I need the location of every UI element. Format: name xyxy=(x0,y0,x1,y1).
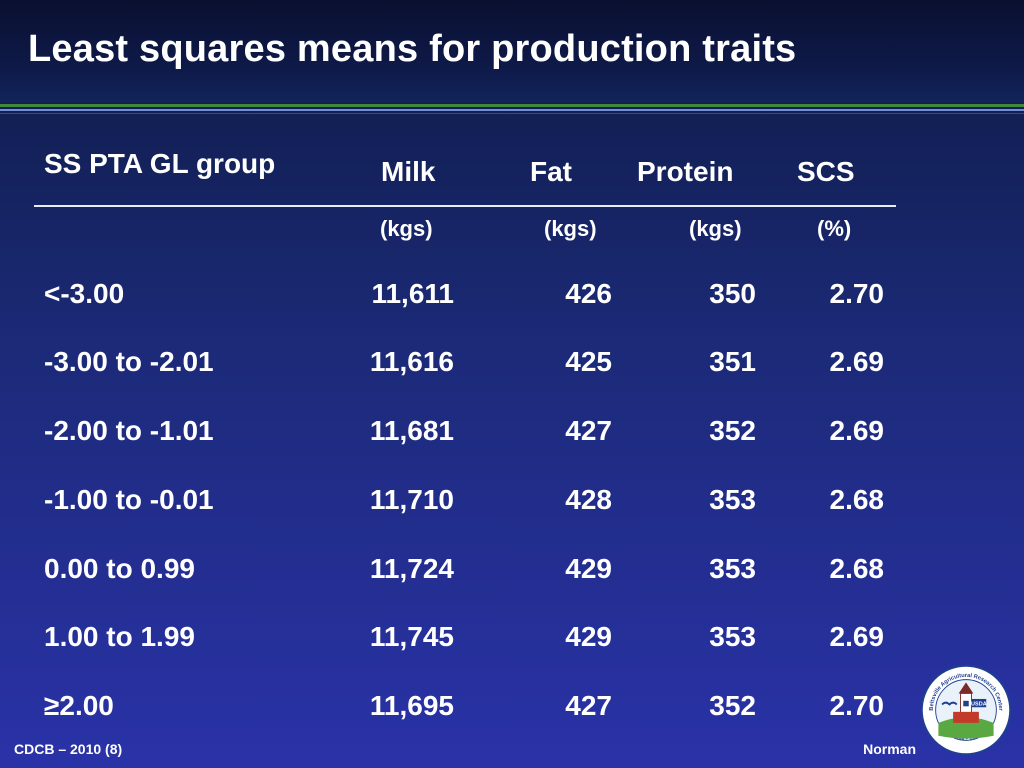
unit-milk: (kgs) xyxy=(380,216,433,241)
title-divider-thin xyxy=(0,113,1024,114)
seal-badge-text: USDA xyxy=(971,701,987,707)
footer-author: Norman xyxy=(863,741,916,757)
group-column-header: SS PTA GL group xyxy=(44,148,276,179)
cell-fat: 428 xyxy=(565,484,612,515)
cell-scs: 2.70 xyxy=(829,278,885,309)
title-bar xyxy=(0,0,1024,102)
cell-milk: 11,745 xyxy=(369,621,454,652)
title-divider-green xyxy=(0,104,1024,107)
cell-fat: 427 xyxy=(565,415,612,446)
cell-fat: 429 xyxy=(565,553,612,584)
cell-milk: 11,710 xyxy=(369,484,454,515)
cell-scs: 2.70 xyxy=(829,690,885,721)
row-group-label: ≥2.00 xyxy=(44,690,114,721)
cell-scs: 2.69 xyxy=(829,346,885,377)
cell-milk: 11,695 xyxy=(369,690,454,721)
column-header-milk: Milk xyxy=(381,156,436,187)
cell-protein: 351 xyxy=(709,346,756,377)
unit-scs: (%) xyxy=(817,216,852,241)
footer-source: CDCB – 2010 (8) xyxy=(14,741,123,757)
cell-protein: 352 xyxy=(709,415,756,446)
row-group-label: 0.00 to 0.99 xyxy=(44,553,195,584)
cell-fat: 429 xyxy=(565,621,612,652)
row-group-label: -1.00 to -0.01 xyxy=(44,484,214,515)
row-group-label: 1.00 to 1.99 xyxy=(44,621,195,652)
column-header-fat: Fat xyxy=(530,156,572,187)
unit-fat: (kgs) xyxy=(544,216,597,241)
row-group-label: -3.00 to -2.01 xyxy=(44,346,214,377)
cell-milk: 11,681 xyxy=(369,415,454,446)
cell-protein: 353 xyxy=(709,553,756,584)
cell-milk: 11,616 xyxy=(369,346,454,377)
cell-protein: 353 xyxy=(709,484,756,515)
cell-scs: 2.69 xyxy=(829,415,885,446)
cell-fat: 425 xyxy=(565,346,612,377)
cell-protein: 352 xyxy=(709,690,756,721)
row-group-label: -2.00 to -1.01 xyxy=(44,415,214,446)
cell-protein: 353 xyxy=(709,621,756,652)
cell-protein: 350 xyxy=(709,278,756,309)
slide-title: Least squares means for production trait… xyxy=(28,28,797,70)
header-underline xyxy=(34,205,896,207)
cell-milk: 11,724 xyxy=(369,553,454,584)
barc-centennial-seal-icon: Beltsville Agricultural Research Center … xyxy=(920,664,1012,756)
cell-fat: 426 xyxy=(565,278,612,309)
cell-scs: 2.68 xyxy=(829,484,885,515)
cell-scs: 2.68 xyxy=(829,553,885,584)
column-header-scs: SCS xyxy=(797,156,855,187)
cell-scs: 2.69 xyxy=(829,621,885,652)
row-group-label: <-3.00 xyxy=(44,278,125,309)
title-divider-blue xyxy=(0,109,1024,111)
cell-fat: 427 xyxy=(565,690,612,721)
column-header-protein: Protein xyxy=(637,156,734,187)
unit-protein: (kgs) xyxy=(689,216,742,241)
cell-milk: 11,611 xyxy=(371,278,454,309)
